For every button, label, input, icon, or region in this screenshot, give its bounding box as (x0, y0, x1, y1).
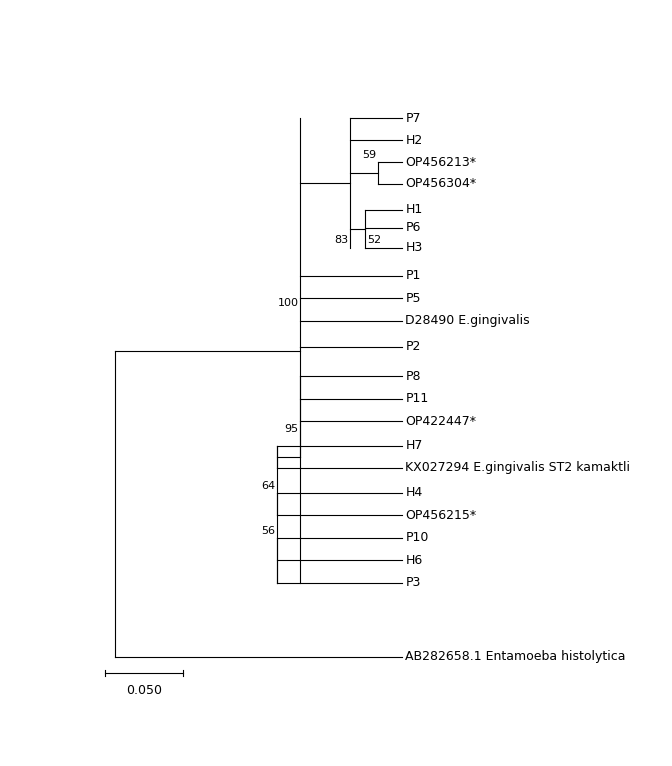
Text: OP456215*: OP456215* (405, 509, 476, 522)
Text: 52: 52 (367, 234, 381, 244)
Text: H1: H1 (405, 204, 423, 216)
Text: P6: P6 (405, 221, 421, 234)
Text: P7: P7 (405, 112, 421, 125)
Text: 59: 59 (363, 150, 377, 160)
Text: AB282658.1 Entamoeba histolytica: AB282658.1 Entamoeba histolytica (405, 650, 626, 663)
Text: 0.050: 0.050 (126, 683, 162, 696)
Text: 95: 95 (284, 424, 298, 434)
Text: H7: H7 (405, 440, 423, 452)
Text: P5: P5 (405, 292, 421, 305)
Text: OP456213*: OP456213* (405, 155, 476, 169)
Text: OP456304*: OP456304* (405, 178, 476, 191)
Text: H6: H6 (405, 554, 423, 567)
Text: P11: P11 (405, 392, 429, 405)
Text: P2: P2 (405, 340, 421, 353)
Text: OP422447*: OP422447* (405, 414, 476, 427)
Text: 83: 83 (334, 234, 348, 244)
Text: P1: P1 (405, 270, 421, 283)
Text: P10: P10 (405, 532, 429, 545)
Text: P3: P3 (405, 576, 421, 589)
Text: H2: H2 (405, 134, 423, 147)
Text: 64: 64 (261, 481, 275, 491)
Text: KX027294 E.gingivalis ST2 kamaktli: KX027294 E.gingivalis ST2 kamaktli (405, 461, 630, 474)
Text: H4: H4 (405, 486, 423, 499)
Text: 100: 100 (278, 299, 298, 309)
Text: 56: 56 (261, 526, 275, 536)
Text: D28490 E.gingivalis: D28490 E.gingivalis (405, 314, 530, 327)
Text: P8: P8 (405, 370, 421, 383)
Text: H3: H3 (405, 241, 423, 254)
